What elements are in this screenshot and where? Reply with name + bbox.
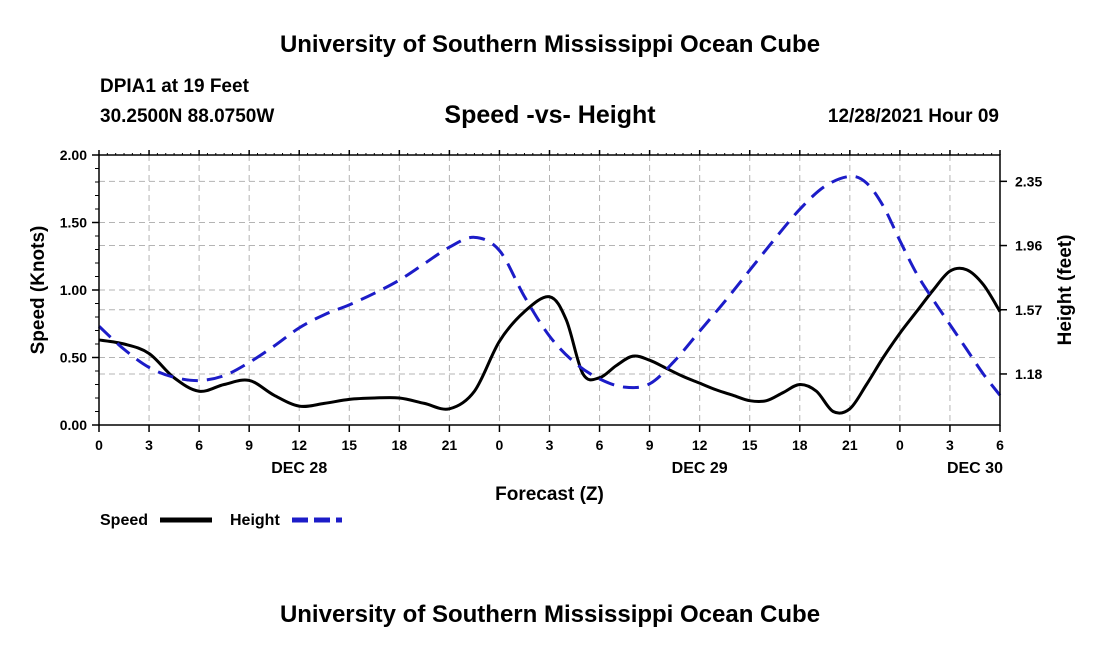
x-tick-label: 0: [896, 437, 904, 453]
x-tick-label: 21: [842, 437, 858, 453]
y2-tick-label: 1.57: [1015, 302, 1042, 318]
x-tick-label: 6: [596, 437, 604, 453]
y-axis-title: Speed (Knots): [28, 226, 49, 355]
datetime-label: 12/28/2021 Hour 09: [827, 106, 999, 127]
legend-label-speed: Speed: [100, 512, 148, 529]
x-tick-label: 3: [145, 437, 153, 453]
page-title: University of Southern Mississippi Ocean…: [279, 31, 821, 58]
x-tick-label: 6: [195, 437, 203, 453]
y2-tick-label: 2.35: [1015, 173, 1042, 189]
x-tick-label: 18: [792, 437, 808, 453]
x-tick-label: 9: [245, 437, 253, 453]
coordinates-label: 30.2500N 88.0750W: [100, 106, 275, 127]
x-tick-label: 0: [95, 437, 103, 453]
chart-series: [97, 174, 1002, 415]
x-tick-label: 6: [996, 437, 1004, 453]
x-tick-label: 21: [442, 437, 458, 453]
height-series-line: [97, 174, 1002, 397]
station-label: DPIA1 at 19 Feet: [100, 76, 249, 97]
x-tick-label: 18: [392, 437, 408, 453]
x-tick-label: 0: [496, 437, 504, 453]
chart-axes: 0 3 6 9 12 15 18 21 0 3 6 9 12 15 18 21 0 3 6 DEC 28 DEC 29 D…: [28, 147, 1076, 505]
chart-legend: Speed Height: [100, 512, 342, 529]
x-tick-label: 12: [291, 437, 307, 453]
x-tick-label: 15: [341, 437, 357, 453]
date-label: DEC 29: [672, 460, 728, 477]
y2-tick-label: 1.96: [1015, 238, 1042, 254]
x-tick-label: 15: [742, 437, 758, 453]
x-tick-label: 3: [546, 437, 554, 453]
x-tick-label: 12: [692, 437, 708, 453]
x-axis-title: Forecast (Z): [495, 484, 604, 505]
y-tick-label: 0.00: [60, 417, 87, 433]
y2-axis-title: Height (feet): [1055, 235, 1076, 346]
speed-series-line: [98, 266, 1002, 415]
y-tick-label: 1.50: [60, 215, 87, 231]
chart-title: Speed -vs- Height: [444, 101, 656, 129]
date-label: DEC 30: [947, 460, 1003, 477]
y-tick-label: 1.00: [60, 282, 87, 298]
footer-title: University of Southern Mississippi Ocean…: [279, 601, 821, 628]
date-label: DEC 28: [271, 460, 327, 477]
y2-tick-label: 1.18: [1015, 366, 1042, 382]
y-tick-label: 2.00: [60, 147, 87, 163]
x-tick-label: 3: [946, 437, 954, 453]
y-tick-label: 0.50: [60, 350, 87, 366]
x-tick-label: 9: [646, 437, 654, 453]
legend-label-height: Height: [230, 512, 280, 529]
